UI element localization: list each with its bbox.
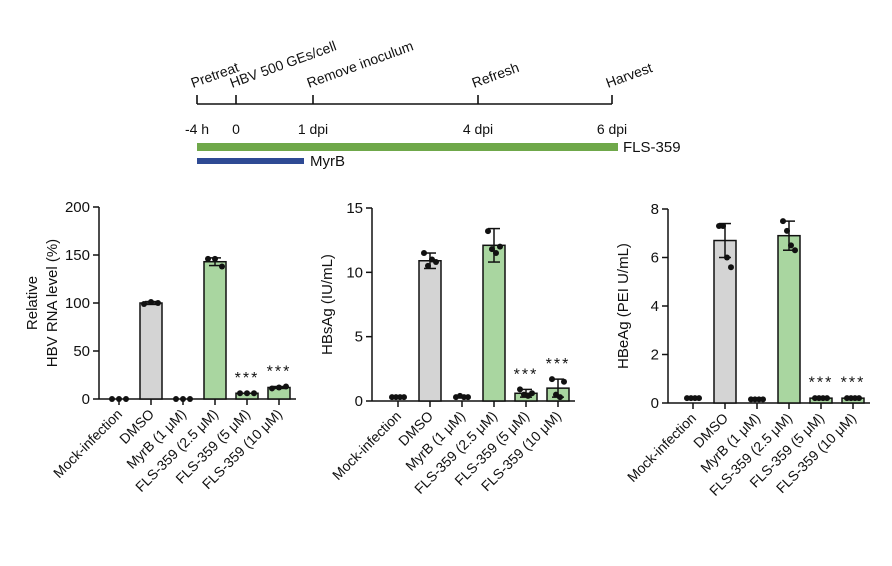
y-tick-label: 6 [651, 250, 659, 267]
data-point [696, 395, 702, 402]
fls359-bar [197, 143, 618, 151]
y-axis-label: HBV RNA level (%) [44, 239, 61, 367]
bar [203, 260, 227, 400]
data-point [251, 390, 257, 397]
y-tick-label: 2 [651, 347, 659, 364]
data-point [720, 222, 726, 229]
data-point [187, 396, 193, 402]
bar [139, 302, 163, 400]
timeline-time-label: 1 dpi [298, 121, 328, 137]
data-point [433, 259, 439, 266]
myrb-bar [197, 158, 304, 164]
data-point [724, 254, 730, 261]
data-point [856, 395, 862, 402]
data-point [728, 264, 734, 271]
x-tick-label: Mock-infection [624, 410, 699, 485]
data-point [421, 250, 427, 257]
data-point [792, 247, 798, 254]
y-tick-label: 15 [346, 200, 363, 217]
data-point [141, 300, 147, 307]
y-tick-label: 8 [651, 201, 659, 218]
timeline-event-label: Refresh [470, 59, 522, 91]
data-point [517, 386, 523, 393]
data-point [244, 390, 250, 397]
x-tick-label: Mock-infection [50, 406, 125, 481]
data-point [155, 300, 161, 306]
y-tick-label: 0 [651, 395, 659, 412]
significance-marker: *** [841, 375, 866, 392]
data-point [180, 396, 186, 402]
data-point [173, 396, 179, 402]
timeline-time-label: 6 dpi [597, 121, 627, 137]
data-point [557, 394, 563, 401]
data-point [205, 255, 211, 262]
significance-marker: *** [514, 366, 539, 383]
data-point [109, 396, 115, 402]
bar [418, 260, 442, 402]
timeline-time-label: 0 [232, 121, 240, 137]
y-tick-label: 200 [65, 199, 90, 216]
timeline-event-label: Harvest [604, 59, 655, 91]
y-axis-label: HBsAg (IU/mL) [319, 254, 336, 355]
y-axis-label: HBeAg (PEI U/mL) [615, 243, 632, 369]
data-point [784, 227, 790, 234]
y-tick-label: 4 [651, 298, 659, 315]
data-point [212, 255, 218, 262]
data-point [123, 396, 129, 402]
significance-marker: *** [809, 375, 834, 392]
y-axis-label: Relative [24, 276, 41, 330]
chart-1: 0 50 100 150 200 Relative HBV RNA level (%) Moc… [24, 199, 296, 495]
data-point [760, 396, 766, 403]
data-point [116, 396, 122, 402]
data-point [465, 394, 471, 401]
y-tick-label: 10 [346, 264, 363, 281]
data-point [148, 299, 154, 306]
y-tick-label: 5 [355, 329, 363, 346]
timeline-time-label: 4 dpi [463, 121, 493, 137]
data-point [788, 242, 794, 249]
data-point [780, 218, 786, 225]
data-point [549, 376, 555, 383]
data-point [493, 250, 499, 257]
fls359-label: FLS-359 [623, 139, 681, 156]
data-point [561, 378, 567, 385]
myrb-label: MyrB [310, 153, 345, 170]
data-point [276, 384, 282, 391]
data-point [529, 390, 535, 397]
y-tick-label: 0 [355, 393, 363, 410]
data-point [489, 246, 495, 253]
data-point [269, 385, 275, 392]
data-point [219, 263, 225, 270]
data-point [485, 228, 491, 235]
y-tick-label: 100 [65, 295, 90, 312]
data-point [283, 383, 289, 390]
data-point [497, 243, 503, 250]
y-tick-label: 0 [82, 391, 90, 408]
bar [777, 234, 801, 404]
significance-marker: *** [235, 370, 260, 387]
data-point [237, 390, 243, 397]
data-point [425, 262, 431, 269]
bar [482, 244, 506, 402]
significance-marker: *** [267, 364, 292, 381]
significance-marker: *** [546, 356, 571, 373]
y-tick-label: 50 [73, 343, 90, 360]
x-tick-label: Mock-infection [329, 408, 404, 483]
y-tick-label: 150 [65, 247, 90, 264]
data-point [401, 394, 407, 401]
data-point [824, 395, 830, 402]
timeline-time-label: -4 h [185, 121, 209, 137]
